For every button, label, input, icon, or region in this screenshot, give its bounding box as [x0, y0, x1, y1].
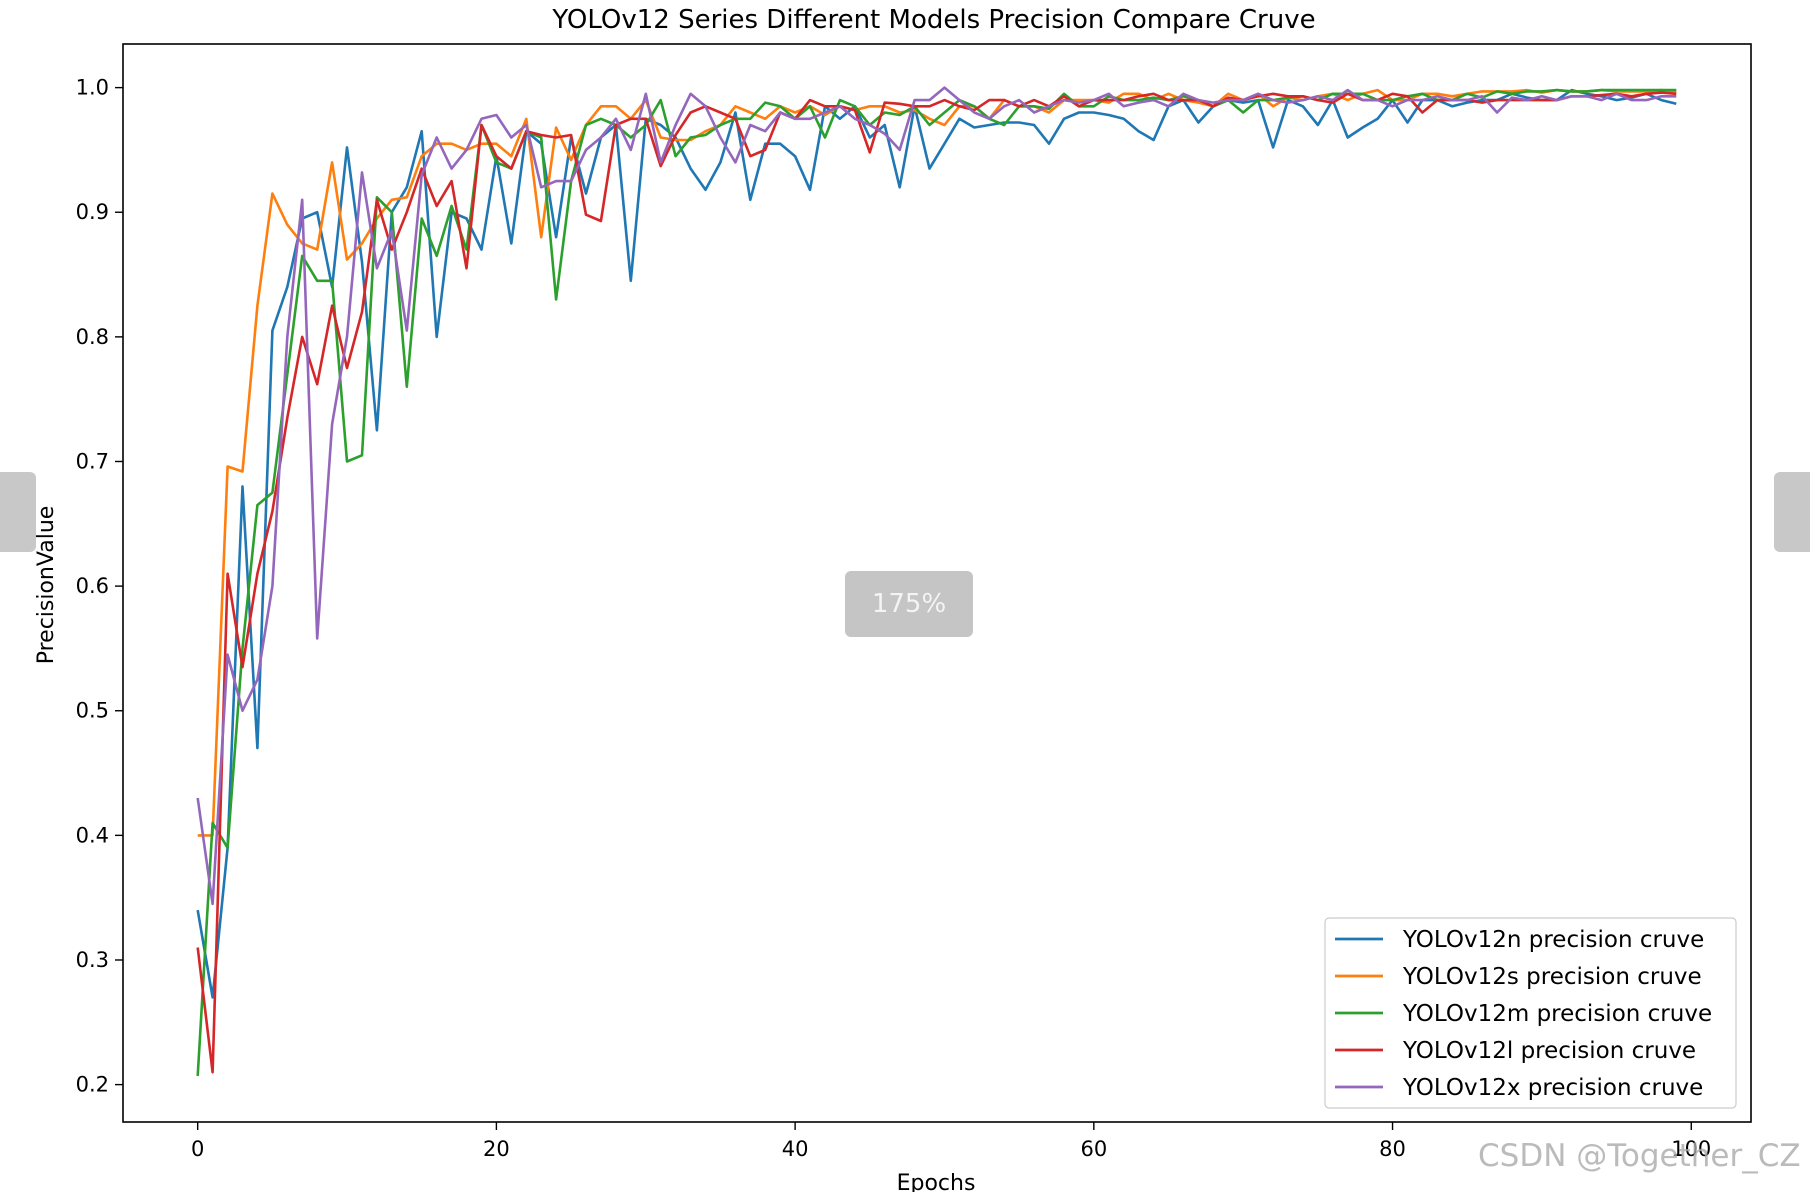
plot-frame — [122, 43, 1752, 1123]
x-tick-label: 20 — [483, 1137, 510, 1161]
x-tick-label: 60 — [1080, 1137, 1107, 1161]
x-tick-label: 40 — [782, 1137, 809, 1161]
series-line-0 — [196, 88, 1677, 999]
legend-label-2: YOLOv12m precision cruve — [1402, 1001, 1712, 1027]
watermark: CSDN @Together_CZ — [1478, 1138, 1801, 1174]
y-tick-label: 0.5 — [76, 699, 109, 723]
y-tick-label: 0.4 — [76, 823, 109, 847]
y-axis-label: PrecisionValue — [34, 506, 59, 665]
x-axis-label: Epochs — [897, 1171, 976, 1192]
previous-image-button[interactable] — [0, 472, 36, 552]
legend-label-4: YOLOv12x precision cruve — [1402, 1075, 1703, 1101]
x-tick-label: 0 — [191, 1137, 204, 1161]
chart-title: YOLOv12 Series Different Models Precisio… — [551, 5, 1315, 35]
y-axis-ticks: 0.2 0.3 0.4 0.5 0.6 0.7 0.8 0.9 1.0 — [76, 76, 123, 1097]
series-line-1 — [197, 88, 1677, 837]
y-tick-label: 0.7 — [76, 449, 109, 473]
legend-label-0: YOLOv12n precision cruve — [1402, 927, 1704, 953]
next-image-button[interactable] — [1774, 472, 1810, 552]
x-axis-ticks: 0 20 40 60 80 100 — [191, 1122, 1711, 1161]
legend: YOLOv12n precision cruve YOLOv12s precisi… — [1324, 917, 1737, 1109]
legend-box — [1324, 917, 1737, 1109]
series-layer — [196, 86, 1677, 1076]
series-line-3 — [196, 91, 1677, 1074]
y-tick-label: 0.9 — [76, 200, 109, 224]
y-tick-label: 1.0 — [76, 76, 109, 100]
y-tick-label: 0.2 — [76, 1073, 109, 1097]
zoom-level-badge: 175% — [845, 571, 973, 637]
legend-label-1: YOLOv12s precision cruve — [1402, 964, 1702, 990]
y-tick-label: 0.6 — [76, 574, 109, 598]
y-tick-label: 0.3 — [76, 948, 109, 972]
x-tick-label: 100 — [1671, 1137, 1711, 1161]
legend-label-3: YOLOv12l precision cruve — [1402, 1038, 1696, 1064]
x-tick-label: 80 — [1379, 1137, 1406, 1161]
series-line-4 — [196, 86, 1677, 906]
y-tick-label: 0.8 — [76, 325, 109, 349]
